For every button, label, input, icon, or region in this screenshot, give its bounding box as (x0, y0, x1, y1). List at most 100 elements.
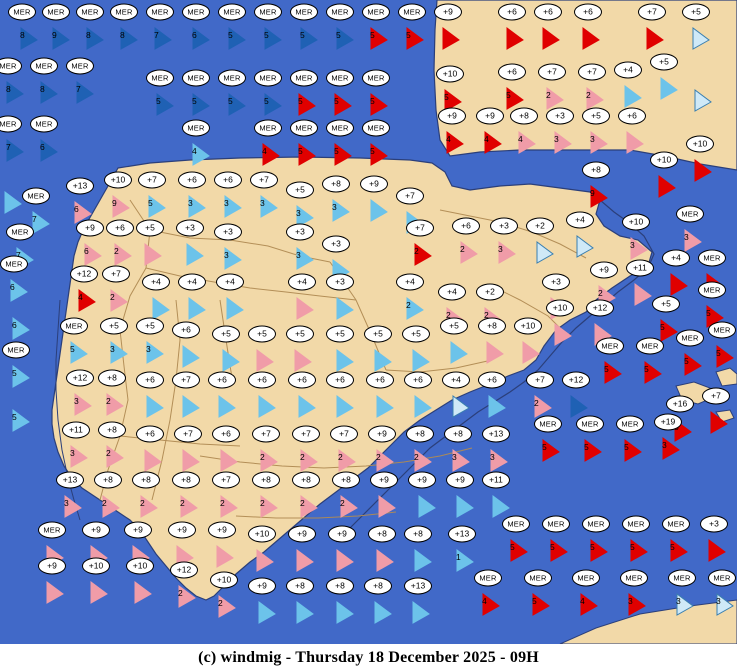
station-marker[interactable]: MER (254, 3, 282, 21)
station-marker[interactable]: +7 (330, 425, 358, 443)
station-marker[interactable]: +7 (252, 425, 280, 443)
station-marker[interactable]: +8 (286, 577, 314, 595)
station-marker[interactable]: MER (0, 255, 28, 273)
station-marker[interactable]: MER (662, 515, 690, 533)
station-marker[interactable]: MER (254, 119, 282, 137)
station-marker[interactable]: +5 (100, 317, 128, 335)
station-marker[interactable]: +4 (442, 371, 470, 389)
station-marker[interactable]: MER (616, 415, 644, 433)
station-marker[interactable]: MER (146, 3, 174, 21)
station-marker[interactable]: +9 (288, 525, 316, 543)
station-marker[interactable]: +5 (682, 3, 710, 21)
station-marker[interactable]: MER (290, 69, 318, 87)
station-marker[interactable]: +4 (662, 249, 690, 267)
station-marker[interactable]: +10 (436, 65, 464, 83)
station-marker[interactable]: +7 (250, 171, 278, 189)
station-marker[interactable]: +12 (586, 299, 614, 317)
station-marker[interactable]: +6 (208, 371, 236, 389)
station-marker[interactable]: +7 (638, 3, 666, 21)
station-marker[interactable]: MER (218, 69, 246, 87)
station-marker[interactable]: +9 (370, 471, 398, 489)
station-marker[interactable]: +12 (562, 371, 590, 389)
station-marker[interactable]: +9 (360, 175, 388, 193)
station-marker[interactable]: +3 (326, 273, 354, 291)
station-marker[interactable]: +4 (396, 273, 424, 291)
station-marker[interactable]: MER (362, 119, 390, 137)
station-marker[interactable]: +6 (106, 219, 134, 237)
station-marker[interactable]: +9 (124, 521, 152, 539)
station-marker[interactable]: +8 (98, 369, 126, 387)
station-marker[interactable]: MER (42, 3, 70, 21)
station-marker[interactable]: +8 (368, 525, 396, 543)
station-marker[interactable]: +7 (538, 63, 566, 81)
station-marker[interactable]: +7 (102, 265, 130, 283)
station-marker[interactable]: +9 (446, 471, 474, 489)
station-marker[interactable]: MER (290, 119, 318, 137)
station-marker[interactable]: +3 (322, 235, 350, 253)
station-marker[interactable]: MER (698, 281, 726, 299)
station-marker[interactable]: MER (676, 329, 704, 347)
map-canvas[interactable]: 8 MER 9 MER 8 MER 8 MER 7 MER 6 MER 5 MER 5 MER 5 MER 5 MER… (0, 0, 737, 644)
station-marker[interactable]: +7 (138, 171, 166, 189)
station-marker[interactable]: +8 (364, 577, 392, 595)
station-marker[interactable]: +8 (94, 471, 122, 489)
station-marker[interactable]: MER (30, 57, 58, 75)
station-marker[interactable]: +6 (212, 425, 240, 443)
station-marker[interactable]: +8 (510, 107, 538, 125)
station-marker[interactable]: +7 (396, 187, 424, 205)
station-marker[interactable]: +3 (700, 515, 728, 533)
station-marker[interactable]: +12 (70, 265, 98, 283)
station-marker[interactable]: +3 (542, 273, 570, 291)
station-marker[interactable]: MER (8, 3, 36, 21)
station-marker[interactable]: MER (698, 249, 726, 267)
station-marker[interactable]: +9 (408, 471, 436, 489)
station-marker[interactable]: +5 (136, 219, 164, 237)
station-marker[interactable]: +5 (136, 317, 164, 335)
station-marker[interactable]: +6 (574, 3, 602, 21)
station-marker[interactable]: +9 (82, 521, 110, 539)
station-marker[interactable]: MER (362, 69, 390, 87)
station-marker[interactable]: +5 (286, 181, 314, 199)
station-marker[interactable]: +8 (132, 471, 160, 489)
station-marker[interactable]: +12 (170, 561, 198, 579)
station-marker[interactable]: +4 (566, 211, 594, 229)
station-marker[interactable]: +8 (172, 471, 200, 489)
station-marker[interactable]: +5 (364, 325, 392, 343)
station-marker[interactable]: MER (596, 337, 624, 355)
station-marker[interactable]: MER (76, 3, 104, 21)
station-marker[interactable]: MER (182, 119, 210, 137)
station-marker[interactable]: MER (290, 3, 318, 21)
station-marker[interactable]: +13 (56, 471, 84, 489)
station-marker[interactable]: +8 (98, 421, 126, 439)
station-marker[interactable]: +7 (406, 219, 434, 237)
station-marker[interactable]: +9 (368, 425, 396, 443)
station-marker[interactable]: +2 (526, 217, 554, 235)
station-marker[interactable]: MER (622, 515, 650, 533)
station-marker[interactable]: +3 (490, 217, 518, 235)
station-marker[interactable]: +13 (482, 425, 510, 443)
station-marker[interactable]: MER (620, 569, 648, 587)
station-marker[interactable]: MER (572, 569, 600, 587)
station-marker[interactable]: MER (146, 69, 174, 87)
station-marker[interactable]: +10 (546, 299, 574, 317)
station-marker[interactable]: +10 (210, 571, 238, 589)
station-marker[interactable]: +8 (404, 525, 432, 543)
station-marker[interactable]: MER (326, 69, 354, 87)
station-marker[interactable]: +10 (126, 557, 154, 575)
station-marker[interactable]: +8 (326, 577, 354, 595)
station-marker[interactable]: +6 (288, 371, 316, 389)
station-marker[interactable]: +6 (214, 171, 242, 189)
station-marker[interactable]: +5 (440, 317, 468, 335)
station-marker[interactable]: +4 (216, 273, 244, 291)
station-marker[interactable]: +4 (614, 61, 642, 79)
station-marker[interactable]: +9 (248, 577, 276, 595)
station-marker[interactable]: +2 (476, 283, 504, 301)
station-marker[interactable]: +6 (618, 107, 646, 125)
station-marker[interactable]: MER (668, 569, 696, 587)
station-marker[interactable]: +6 (534, 3, 562, 21)
station-marker[interactable]: +6 (136, 425, 164, 443)
station-marker[interactable]: MER (542, 515, 570, 533)
station-marker[interactable]: +6 (478, 371, 506, 389)
station-marker[interactable]: MER (22, 187, 50, 205)
station-marker[interactable]: MER (524, 569, 552, 587)
